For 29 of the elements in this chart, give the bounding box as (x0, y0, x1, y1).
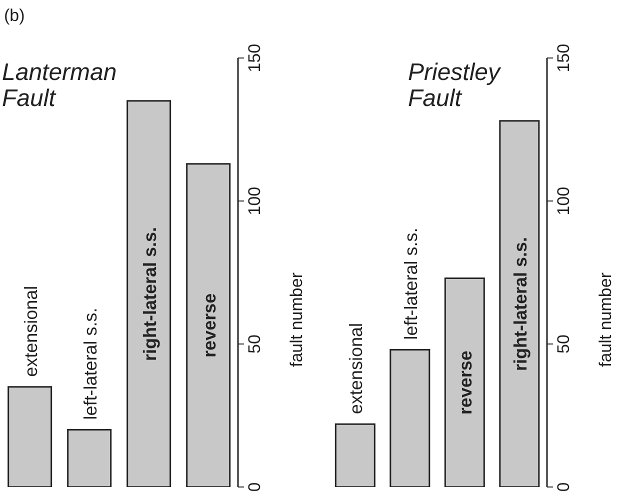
bar (390, 348, 430, 487)
y-tick-label: 0 (554, 482, 573, 491)
bar (444, 277, 485, 487)
x-tick-label: reverse (199, 293, 220, 358)
y-tick-label: 150 (245, 44, 264, 72)
bar (126, 100, 172, 487)
x-tick-label: right-lateral s.s. (510, 236, 530, 371)
bar (67, 429, 112, 487)
y-tick-label: 0 (245, 482, 264, 491)
text: Priestley Fault (408, 59, 502, 112)
y-axis-title: fault number (596, 272, 616, 367)
y-tick-label: 50 (245, 334, 264, 354)
y-tick-label: 50 (554, 334, 573, 354)
y-axis-title: fault number (287, 272, 306, 367)
y-tick-label: 150 (554, 44, 573, 72)
x-tick-label: left-lateral s.s. (400, 228, 421, 340)
text: Lanterman Fault (2, 59, 118, 112)
text: (b) (4, 6, 25, 26)
x-tick-label: extensional (346, 323, 366, 414)
x-tick-label: extensional (20, 286, 41, 377)
x-tick-label: left-lateral s.s. (80, 308, 100, 420)
y-tick-label: 100 (245, 186, 264, 216)
bar (334, 423, 376, 487)
y-tick-label: 100 (554, 186, 573, 216)
x-tick-label: reverse (456, 350, 476, 415)
x-tick-label: right-lateral s.s. (140, 226, 160, 361)
bar (8, 386, 52, 487)
bar (499, 120, 540, 487)
bar (186, 163, 231, 487)
